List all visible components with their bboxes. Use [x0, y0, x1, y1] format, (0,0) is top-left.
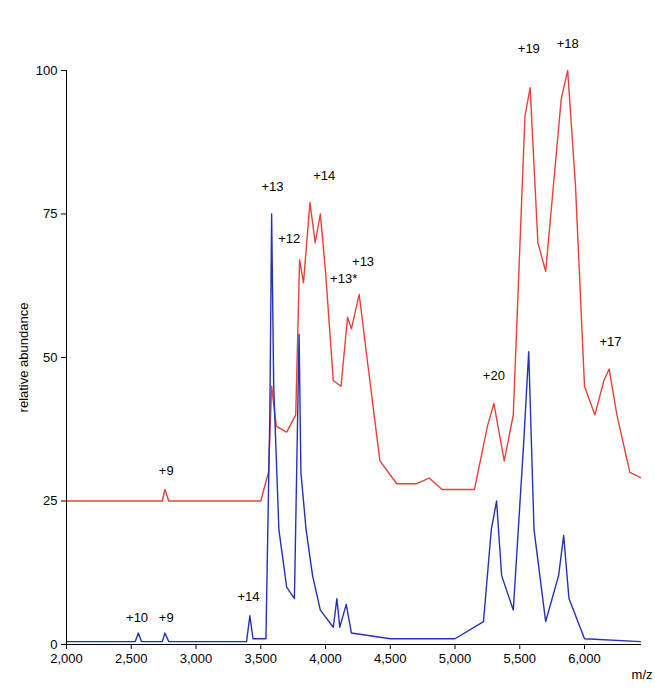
svg-text:4,000: 4,000	[309, 651, 342, 666]
svg-text:+17: +17	[599, 334, 621, 349]
svg-text:+13*: +13*	[330, 271, 357, 286]
svg-text:+13: +13	[261, 179, 283, 194]
svg-text:50: 50	[43, 350, 57, 365]
svg-text:+10: +10	[126, 610, 148, 625]
svg-text:5,500: 5,500	[503, 651, 536, 666]
svg-text:25: 25	[43, 493, 57, 508]
svg-text:relative abundance: relative abundance	[16, 303, 31, 413]
svg-text:+18: +18	[557, 36, 579, 51]
svg-text:0: 0	[50, 637, 57, 652]
svg-text:2,500: 2,500	[115, 651, 148, 666]
svg-text:+14: +14	[237, 589, 259, 604]
svg-text:m/z: m/z	[632, 667, 653, 682]
svg-text:+9: +9	[159, 463, 174, 478]
svg-text:2,000: 2,000	[50, 651, 83, 666]
svg-text:+9: +9	[159, 610, 174, 625]
svg-text:+13: +13	[352, 254, 374, 269]
svg-text:+19: +19	[518, 41, 540, 56]
svg-text:100: 100	[36, 63, 58, 78]
svg-text:6,000: 6,000	[568, 651, 601, 666]
svg-text:5,000: 5,000	[439, 651, 472, 666]
svg-text:3,000: 3,000	[180, 651, 213, 666]
svg-text:+12: +12	[278, 231, 300, 246]
svg-text:75: 75	[43, 206, 57, 221]
svg-text:4,500: 4,500	[374, 651, 407, 666]
svg-text:+20: +20	[483, 368, 505, 383]
svg-text:+14: +14	[313, 168, 335, 183]
svg-text:3,500: 3,500	[244, 651, 277, 666]
